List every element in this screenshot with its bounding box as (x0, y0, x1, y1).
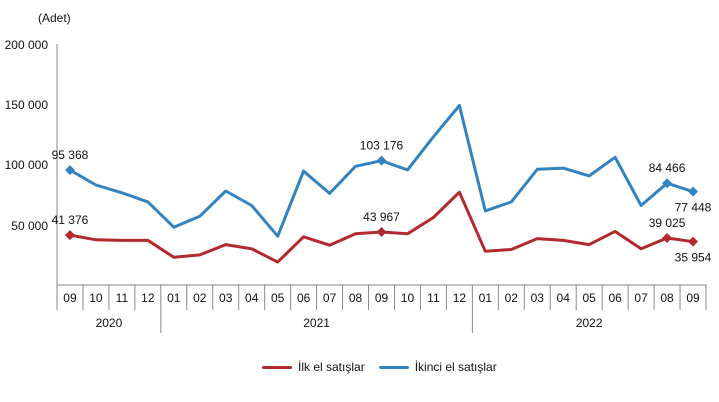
data-label: 35 954 (675, 251, 712, 265)
legend-swatch-second-hand (378, 365, 409, 369)
data-label: 41 376 (52, 213, 89, 227)
data-point-marker (64, 165, 75, 176)
year-label: 2020 (96, 316, 123, 330)
x-tick-label: 10 (401, 291, 415, 305)
series-lines (68, 104, 695, 264)
x-tick-label: 08 (660, 291, 674, 305)
x-tick-label: 09 (63, 291, 77, 305)
data-label: 103 176 (360, 139, 404, 153)
x-tick-label: 01 (167, 291, 181, 305)
x-tick-label: 12 (453, 291, 467, 305)
x-tick-label: 12 (141, 291, 155, 305)
data-point-marker (662, 178, 673, 189)
x-tick-label: 10 (89, 291, 103, 305)
x-tick-label: 07 (634, 291, 648, 305)
y-tick-label: 150 000 (5, 98, 49, 112)
legend-item-first-hand: İlk el satışlar (262, 360, 365, 374)
x-tick-label: 03 (531, 291, 545, 305)
y-tick-label: 200 000 (5, 38, 49, 52)
y-axis-tick-labels: 200 000 150 000 100 000 50 000 (5, 38, 49, 233)
x-tick-label: 07 (323, 291, 337, 305)
x-tick-label: 11 (427, 291, 440, 305)
y-axis-unit-label: (Adet) (38, 11, 71, 25)
data-point-marker (688, 236, 699, 247)
legend-label-second-hand: İkinci el satışlar (414, 360, 497, 374)
year-label: 2021 (303, 316, 330, 330)
data-label: 43 967 (363, 210, 400, 224)
x-tick-label: 09 (375, 291, 389, 305)
y-tick-label: 100 000 (5, 158, 49, 172)
data-label: 84 466 (649, 161, 686, 175)
data-point-marker (64, 230, 75, 241)
data-label: 95 368 (52, 148, 89, 162)
data-point-marker (376, 227, 387, 238)
data-point-marker (662, 232, 673, 243)
x-tick-label: 02 (505, 291, 519, 305)
x-tick-label: 03 (219, 291, 233, 305)
data-point-marker (376, 155, 387, 166)
x-tick-label: 06 (608, 291, 622, 305)
x-tick-label: 06 (297, 291, 311, 305)
x-tick-label: 04 (245, 291, 259, 305)
x-tick-label: 05 (583, 291, 597, 305)
data-label: 77 448 (675, 201, 712, 215)
series-markers (64, 155, 699, 247)
x-tick-label: 09 (686, 291, 700, 305)
data-point-marker (688, 186, 699, 197)
x-axis-category-grid: 09 10 11 12 01 02 03 04 05 06 07 08 09 10 11 12 01 02 03 04… (56, 285, 707, 333)
data-label: 39 025 (649, 216, 686, 230)
legend: İlk el satışlar İkinci el satışlar (262, 360, 497, 374)
legend-item-second-hand: İkinci el satışlar (378, 360, 497, 374)
x-tick-label: 05 (271, 291, 285, 305)
legend-label-first-hand: İlk el satışlar (298, 360, 365, 374)
x-tick-label: 01 (479, 291, 493, 305)
x-tick-label: 04 (557, 291, 571, 305)
y-tick-label: 50 000 (11, 219, 48, 233)
year-label: 2022 (576, 316, 603, 330)
data-labels: 41 376 43 967 39 025 35 954 95 368 103 176 84 … (52, 139, 712, 265)
x-tick-label: 08 (349, 291, 363, 305)
legend-swatch-first-hand (262, 365, 292, 369)
x-tick-label: 02 (193, 291, 207, 305)
x-tick-label: 11 (116, 291, 129, 305)
